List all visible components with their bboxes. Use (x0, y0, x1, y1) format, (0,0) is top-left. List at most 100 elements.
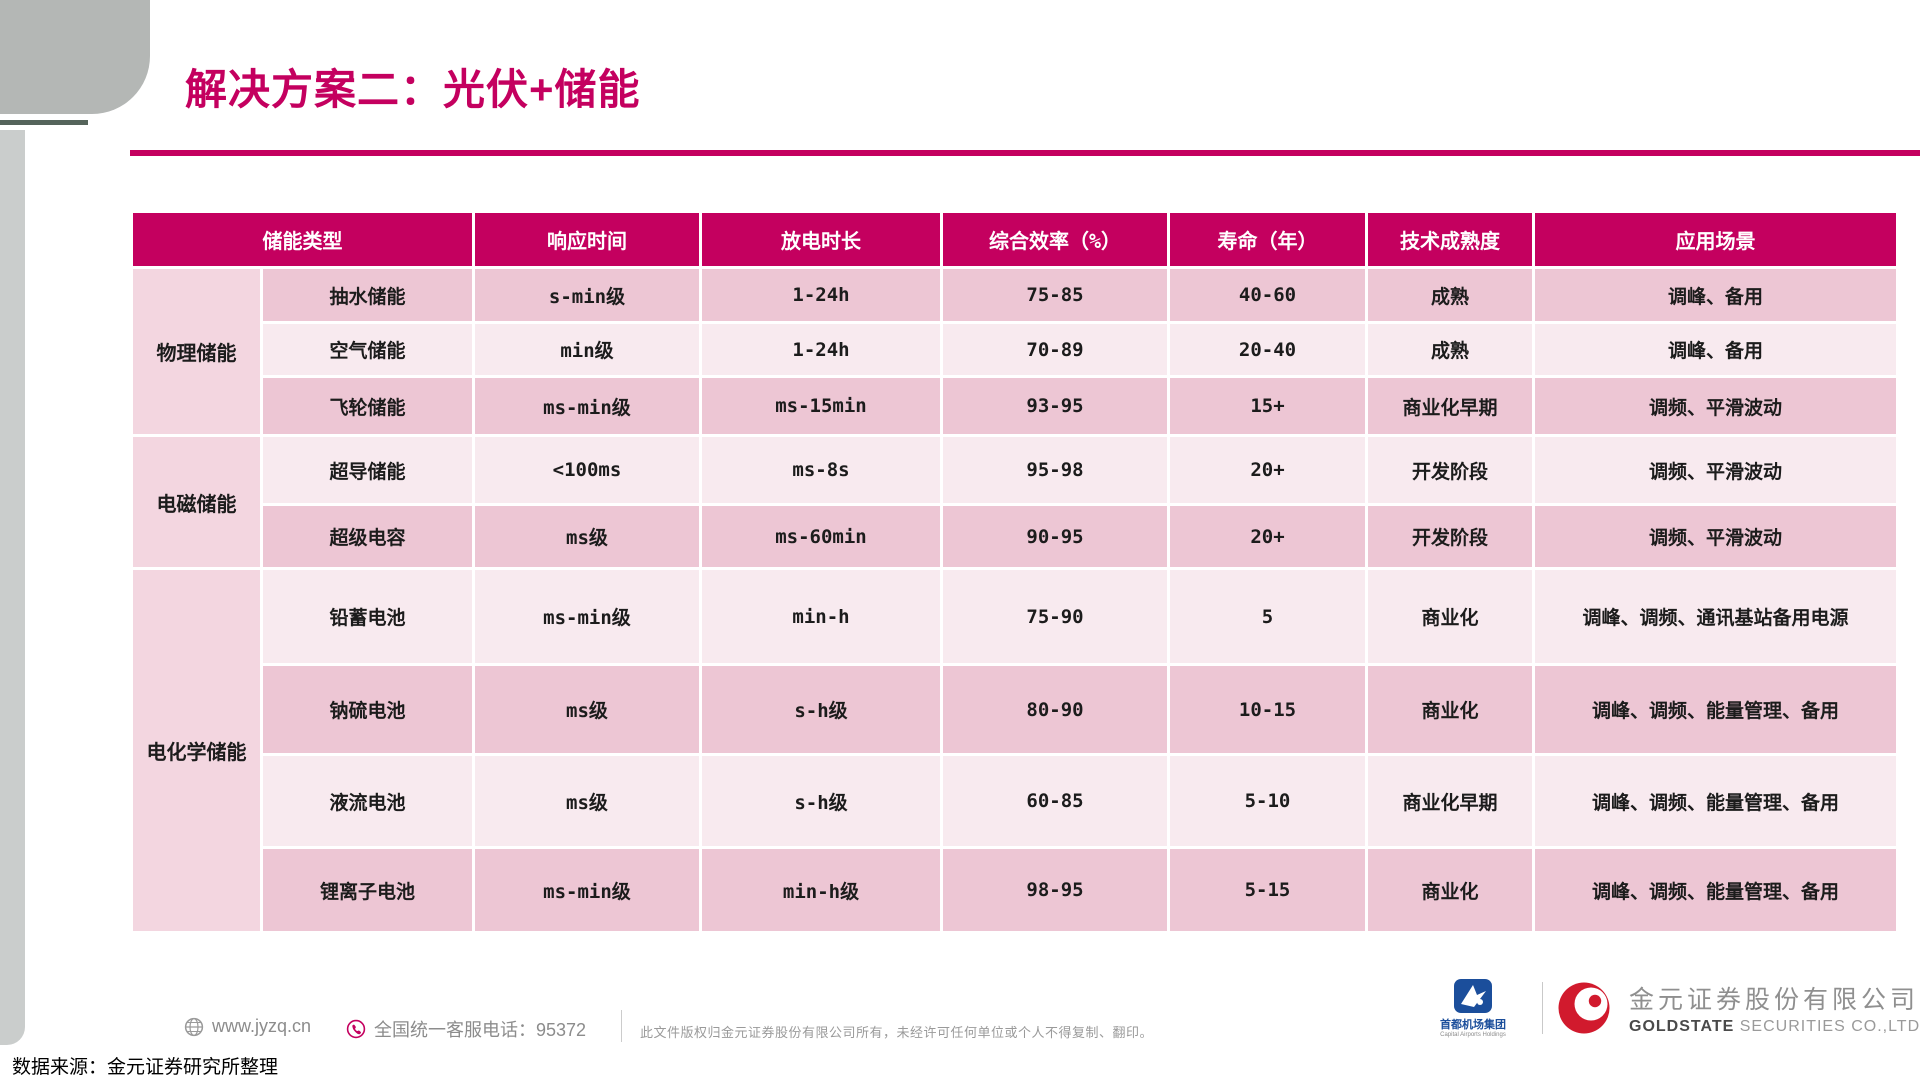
cell-storage-subtype: 锂离子电池 (260, 846, 475, 934)
cell-category-physical: 物理储能 (130, 266, 263, 437)
cell-efficiency: 98-95 (940, 846, 1170, 934)
left-strip-decoration (0, 130, 25, 1045)
globe-icon (184, 1017, 204, 1037)
cell-maturity: 开发阶段 (1365, 434, 1535, 506)
goldstate-wordmark: 金元证券股份有限公司 GOLDSTATE SECURITIES CO.,LTD. (1629, 980, 1920, 1036)
table-row: 钠硫电池 ms级 s-h级 80-90 10-15 商业化 调峰、调频、能量管理… (132, 663, 1899, 756)
hotline: 全国统一客服电话：95372 (346, 1016, 586, 1042)
table-row: 空气储能 min级 1-24h 70-89 20-40 成熟 调峰、备用 (132, 321, 1899, 378)
cell-discharge-duration: ms-15min (699, 375, 943, 437)
cell-efficiency: 60-85 (940, 753, 1170, 849)
cell-response-time: ms-min级 (472, 846, 702, 934)
cell-application: 调峰、调频、能量管理、备用 (1532, 753, 1899, 849)
cell-maturity: 商业化 (1365, 567, 1535, 666)
cell-efficiency: 93-95 (940, 375, 1170, 437)
cell-category-electrochemical: 电化学储能 (130, 567, 263, 934)
cell-storage-subtype: 铅蓄电池 (260, 567, 475, 666)
cell-storage-subtype: 钠硫电池 (260, 663, 475, 756)
corner-accent-line (0, 120, 88, 125)
table-row: 超级电容 ms级 ms-60min 90-95 20+ 开发阶段 调频、平滑波动 (132, 503, 1899, 570)
cell-maturity: 成熟 (1365, 266, 1535, 324)
cell-lifespan: 20+ (1167, 434, 1368, 506)
copyright-text: 此文件版权归金元证券股份有限公司所有，未经许可任何单位或个人不得复制、翻印。 (640, 1025, 1154, 1040)
table-row: 液流电池 ms级 s-h级 60-85 5-10 商业化早期 调峰、调频、能量管… (132, 753, 1899, 849)
cell-maturity: 商业化 (1365, 663, 1535, 756)
cell-response-time: ms级 (472, 753, 702, 849)
cell-response-time: ms-min级 (472, 375, 702, 437)
logo-divider (1542, 982, 1543, 1034)
cell-lifespan: 5 (1167, 567, 1368, 666)
cell-lifespan: 5-10 (1167, 753, 1368, 849)
company-name-cn: 金元证券股份有限公司 (1629, 986, 1920, 1014)
cell-maturity: 开发阶段 (1365, 503, 1535, 570)
cell-discharge-duration: s-h级 (699, 663, 943, 756)
cell-discharge-duration: ms-60min (699, 503, 943, 570)
cell-category-electromagnetic: 电磁储能 (130, 434, 263, 570)
cell-response-time: min级 (472, 321, 702, 378)
cell-discharge-duration: 1-24h (699, 266, 943, 324)
cell-discharge-duration: min-h级 (699, 846, 943, 934)
cell-application: 调峰、调频、能量管理、备用 (1532, 846, 1899, 934)
company-name-en: GOLDSTATE SECURITIES CO.,LTD. (1629, 1018, 1920, 1035)
cell-response-time: ms级 (472, 663, 702, 756)
cell-application: 调频、平滑波动 (1532, 434, 1899, 506)
cell-lifespan: 5-15 (1167, 846, 1368, 934)
cell-response-time: ms-min级 (472, 567, 702, 666)
capital-airports-logo: 首都机场集团 Capital Airports Holdings (1418, 978, 1528, 1038)
table-row: 物理储能 抽水储能 s-min级 1-24h 75-85 40-60 成熟 调峰… (130, 266, 1899, 437)
cell-response-time: ms级 (472, 503, 702, 570)
cell-maturity: 商业化早期 (1365, 753, 1535, 849)
header-lifespan: 寿命（年） (1167, 210, 1368, 269)
header-maturity: 技术成熟度 (1365, 210, 1535, 269)
cell-storage-subtype: 抽水储能 (260, 266, 475, 324)
cell-efficiency: 80-90 (940, 663, 1170, 756)
goldstate-logo-mark (1557, 981, 1611, 1035)
cell-response-time: <100ms (472, 434, 702, 506)
cell-maturity: 商业化早期 (1365, 375, 1535, 437)
cell-application: 调峰、备用 (1532, 321, 1899, 378)
cell-efficiency: 70-89 (940, 321, 1170, 378)
header-discharge-duration: 放电时长 (699, 210, 943, 269)
cell-lifespan: 40-60 (1167, 266, 1368, 324)
cell-efficiency: 90-95 (940, 503, 1170, 570)
phone-icon (346, 1019, 366, 1039)
cell-response-time: s-min级 (472, 266, 702, 324)
cell-efficiency: 75-85 (940, 266, 1170, 324)
capital-airports-label-en: Capital Airports Holdings (1440, 1032, 1506, 1038)
cell-discharge-duration: ms-8s (699, 434, 943, 506)
cell-storage-subtype: 液流电池 (260, 753, 475, 849)
cell-lifespan: 20+ (1167, 503, 1368, 570)
table-row: 电磁储能 超导储能 <100ms ms-8s 95-98 20+ 开发阶段 调频… (130, 434, 1899, 570)
cell-lifespan: 10-15 (1167, 663, 1368, 756)
logo-area: 首都机场集团 Capital Airports Holdings 金元证券股份有… (1418, 978, 1920, 1038)
storage-table: 储能类型 响应时间 放电时长 综合效率（%） 寿命（年） 技术成熟度 应用场景 … (130, 210, 1899, 934)
cell-storage-subtype: 超导储能 (260, 434, 475, 506)
source-note: 数据来源：金元证券研究所整理 (12, 1057, 279, 1078)
cell-application: 调峰、备用 (1532, 266, 1899, 324)
website-label: www.jyzq.cn (212, 1016, 312, 1036)
capital-airports-icon (1453, 978, 1493, 1014)
cell-storage-subtype: 超级电容 (260, 503, 475, 570)
table-row: 锂离子电池 ms-min级 min-h级 98-95 5-15 商业化 调峰、调… (132, 846, 1899, 934)
cell-application: 调频、平滑波动 (1532, 375, 1899, 437)
cell-efficiency: 75-90 (940, 567, 1170, 666)
cell-discharge-duration: s-h级 (699, 753, 943, 849)
header-storage-type: 储能类型 (130, 210, 475, 269)
header-efficiency: 综合效率（%） (940, 210, 1170, 269)
table-header-row: 储能类型 响应时间 放电时长 综合效率（%） 寿命（年） 技术成熟度 应用场景 (130, 210, 1899, 269)
capital-airports-label: 首都机场集团 (1440, 1019, 1506, 1031)
table-row: 电化学储能 铅蓄电池 ms-min级 min-h 75-90 5 商业化 调峰、… (130, 567, 1899, 934)
cell-lifespan: 15+ (1167, 375, 1368, 437)
cell-storage-subtype: 空气储能 (260, 321, 475, 378)
cell-efficiency: 95-98 (940, 434, 1170, 506)
cell-maturity: 商业化 (1365, 846, 1535, 934)
title-underline (130, 150, 1920, 156)
hotline-label: 全国统一客服电话：95372 (374, 1020, 587, 1040)
header-response-time: 响应时间 (472, 210, 702, 269)
cell-lifespan: 20-40 (1167, 321, 1368, 378)
cell-discharge-duration: 1-24h (699, 321, 943, 378)
header-application: 应用场景 (1532, 210, 1899, 269)
cell-maturity: 成熟 (1365, 321, 1535, 378)
footer-divider (621, 1010, 622, 1042)
table-row: 飞轮储能 ms-min级 ms-15min 93-95 15+ 商业化早期 调频… (132, 375, 1899, 437)
